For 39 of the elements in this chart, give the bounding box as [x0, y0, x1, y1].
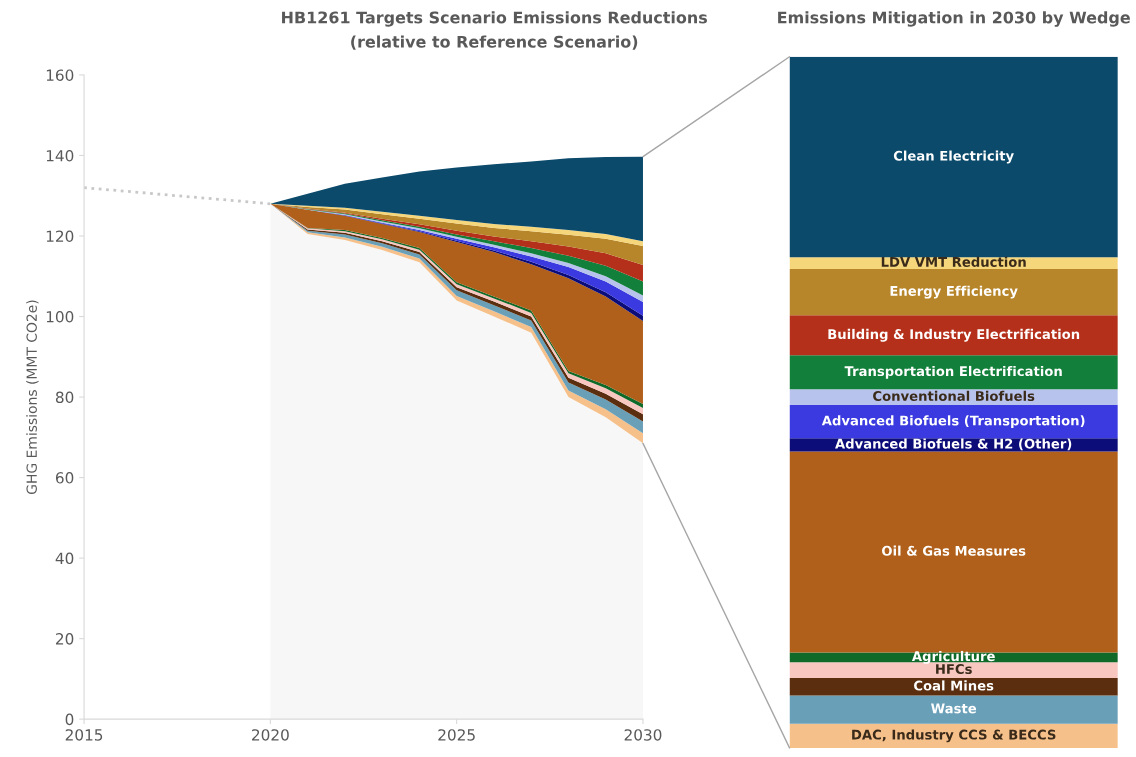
x-tick-label: 2030 [624, 729, 662, 741]
x-tick-label: 2015 [65, 729, 103, 741]
series-label: Waste [931, 703, 977, 714]
bar [789, 355, 1118, 390]
series-label: Advanced Biofuels & H2 (Other) [835, 438, 1072, 451]
y-axis-title: GHG Emissions (MMT CO2e) [26, 300, 39, 495]
series-label: DAC, Industry CCS & BECCS [852, 729, 1056, 743]
series-label: Conventional Biofuels [873, 390, 1035, 401]
y-tick-label: 0 [65, 713, 74, 726]
series-label: HFCs [936, 664, 972, 674]
y-tick-label: 80 [55, 391, 74, 404]
y-tick-label: 60 [55, 472, 74, 484]
bar [789, 678, 1118, 696]
y-tick-label: 100 [46, 310, 74, 323]
x-tick-label: 2020 [252, 729, 289, 741]
y-tick-label: 140 [46, 149, 74, 162]
series-label: LDV VMT Reduction [881, 256, 1026, 267]
series-label: Building & Industry Electrification [828, 328, 1080, 342]
chart-title: Emissions Mitigation in 2030 by Wedge [778, 11, 1130, 27]
bar [789, 56, 1118, 258]
y-tick-label: 20 [56, 633, 74, 645]
series-label: Advanced Biofuels (Transportation) [821, 415, 1085, 429]
bar [789, 451, 1118, 653]
series-label: Clean Electricity [893, 150, 1014, 164]
bar [789, 268, 1118, 316]
bar [789, 662, 1118, 679]
series-label: Energy Efficiency [890, 285, 1018, 299]
bar [789, 695, 1118, 724]
bar [789, 315, 1118, 356]
series-label: Agriculture [911, 650, 995, 664]
series-label: Transportation Electrification [844, 365, 1062, 379]
chart-title: HB1261 Targets Scenario Emissions Reductions [282, 11, 707, 27]
series-label: Coal Mines [914, 680, 994, 691]
y-tick-label: 40 [55, 552, 74, 565]
chart-subtitle: (relative to Reference Scenario) [351, 35, 638, 50]
series-label: Oil & Gas Measures [881, 545, 1026, 556]
y-tick-label: 120 [46, 230, 74, 243]
y-tick-label: 160 [46, 69, 74, 81]
x-tick-label: 2025 [438, 729, 475, 741]
